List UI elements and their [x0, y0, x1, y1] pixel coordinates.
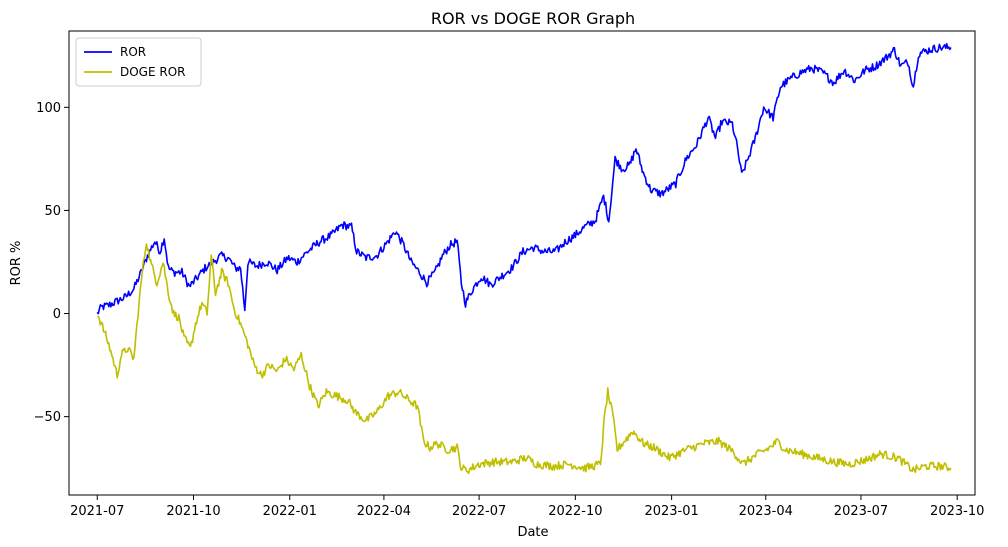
x-tick-label: 2022-10	[548, 504, 602, 519]
chart-title: ROR vs DOGE ROR Graph	[431, 9, 635, 28]
y-axis-label: ROR %	[9, 241, 24, 286]
series-line-ror	[96, 43, 952, 315]
x-tick-label: 2022-01	[263, 504, 317, 519]
legend-label: DOGE ROR	[120, 65, 186, 79]
y-tick-label: 0	[53, 307, 61, 322]
x-tick-label: 2023-01	[644, 504, 698, 519]
x-tick-label: 2022-07	[452, 504, 506, 519]
y-tick-label: −50	[34, 410, 61, 425]
series-line-doge-ror	[97, 243, 952, 475]
plot-frame	[68, 30, 976, 496]
x-axis-label: Date	[517, 525, 548, 540]
x-tick-label: 2023-07	[834, 504, 888, 519]
x-axis: 2021-07 2021-10 2022-01 2022-04 2022-07 2022-…	[70, 495, 984, 519]
x-tick-label: 2021-10	[166, 504, 220, 519]
plot-lines	[96, 43, 952, 475]
legend-box	[75, 37, 202, 87]
y-tick-label: 100	[36, 101, 61, 116]
y-axis: −50 0 50 100	[34, 101, 69, 425]
x-tick-label: 2021-07	[70, 504, 124, 519]
x-tick-label: 2023-04	[739, 504, 793, 519]
x-tick-label: 2022-04	[357, 504, 411, 519]
legend: ROR DOGE ROR	[75, 37, 202, 87]
x-tick-label: 2023-10	[930, 504, 984, 519]
legend-label: ROR	[120, 45, 146, 59]
y-tick-label: 50	[44, 204, 61, 219]
